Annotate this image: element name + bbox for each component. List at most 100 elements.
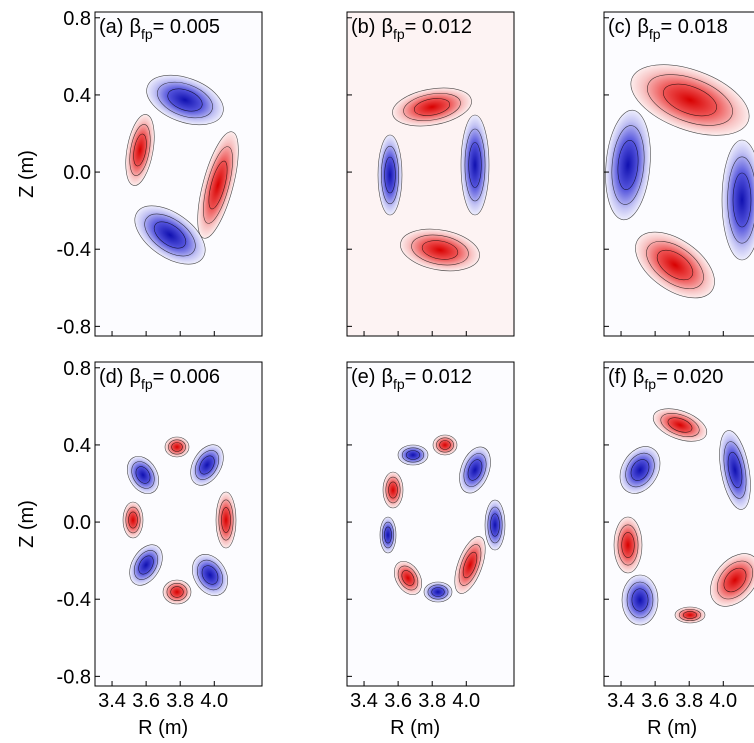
y-axis-label: Z (m): [16, 500, 38, 548]
beta-symbol: β: [129, 16, 141, 38]
contour-line: [125, 114, 155, 186]
contour-line: [190, 444, 224, 486]
contour-line: [723, 441, 747, 499]
y-tick-label: 0.4: [63, 85, 91, 107]
contour-lobe: [400, 229, 480, 271]
contour-line: [413, 98, 451, 116]
contour-line: [392, 87, 472, 127]
contour-line: [464, 128, 486, 202]
beta-symbol: β: [637, 16, 649, 38]
contour-line: [652, 408, 708, 442]
contour-line: [436, 437, 454, 453]
contour-line: [164, 436, 190, 458]
contour-lobe: [719, 430, 751, 510]
contour-line: [490, 513, 500, 537]
beta-value: = 0.020: [656, 366, 723, 388]
y-tick-label: -0.4: [57, 239, 91, 261]
contour-lobe: [127, 456, 159, 494]
contour-line: [215, 491, 237, 549]
contour-line: [667, 417, 693, 433]
contour-line: [377, 134, 403, 216]
contour-line: [397, 565, 419, 591]
contour-line: [157, 81, 213, 119]
beta-subscript: fp: [644, 376, 656, 392]
contour-line: [388, 481, 398, 499]
x-tick-label: 4.0: [452, 690, 480, 712]
contour-line: [196, 559, 224, 591]
contour-line: [727, 451, 743, 489]
contour-line: [122, 501, 144, 539]
contour-lobe: [454, 536, 486, 594]
y-tick-label: 0.4: [63, 435, 91, 457]
x-tick-label: 3.6: [132, 690, 160, 712]
y-tick-label: -0.8: [57, 316, 91, 338]
contour-line: [125, 506, 141, 534]
plot-frame: [603, 11, 754, 337]
contour-line: [727, 156, 754, 244]
beta-value: = 0.012: [405, 16, 472, 38]
x-tick-label: 4.0: [200, 690, 228, 712]
x-tick-label: 3.6: [641, 690, 669, 712]
y-tick-label: -0.8: [57, 666, 91, 688]
contour-line: [201, 565, 219, 585]
x-tick-label: 3.8: [418, 690, 446, 712]
contour-line: [630, 64, 750, 136]
contour-line: [630, 459, 650, 481]
panel-label: (b): [351, 16, 375, 38]
panel-label: (d): [99, 366, 123, 388]
contour-line: [716, 560, 754, 600]
contour-lobe: [722, 140, 754, 260]
contour-line: [146, 74, 224, 126]
panel-title: (a) βfp= 0.005: [99, 16, 220, 42]
x-axis-label: R (m): [647, 717, 697, 739]
contour-line: [379, 516, 397, 554]
contour-line: [723, 567, 747, 593]
plot-background: [95, 362, 262, 686]
contour-lobe: [620, 446, 660, 494]
y-tick-label: 0.8: [63, 358, 91, 380]
contour-lobe: [146, 75, 224, 125]
contour-line: [678, 608, 702, 622]
beta-value: = 0.005: [153, 16, 220, 38]
beta-symbol: β: [129, 366, 141, 388]
contour-lobe: [653, 408, 707, 442]
contour-line: [203, 146, 233, 224]
contour-line: [403, 92, 461, 122]
contour-line: [626, 581, 654, 619]
contour-lobe: [635, 232, 715, 298]
contour-line: [617, 140, 639, 190]
contour-line: [384, 526, 392, 544]
contour-line: [635, 231, 715, 299]
contour-line: [166, 583, 188, 601]
contour-line: [631, 588, 649, 612]
contour-line: [381, 521, 395, 549]
contour-line: [171, 442, 183, 452]
contour-line: [427, 584, 449, 600]
contour-line: [423, 581, 453, 603]
beta-symbol: β: [633, 366, 645, 388]
y-tick-label: 0.0: [63, 162, 91, 184]
plot-frame: [346, 11, 515, 337]
plot-frame: [94, 361, 263, 687]
contour-line: [162, 579, 192, 605]
contour-line: [170, 586, 184, 598]
contour-line: [660, 412, 700, 438]
contour-line: [431, 587, 445, 597]
contour-lobe: [190, 444, 224, 486]
plot-background: [95, 12, 262, 336]
beta-symbol: β: [381, 16, 393, 38]
panel-title: (e) βfp= 0.012: [351, 366, 472, 392]
contour-lobe: [630, 64, 750, 136]
y-tick-label: 0.8: [63, 8, 91, 30]
contour-line: [218, 499, 234, 541]
panel-title: (b) βfp= 0.012: [351, 16, 472, 42]
beta-subscript: fp: [141, 376, 153, 392]
beta-value: = 0.018: [661, 16, 728, 38]
panel-title: (d) βfp= 0.006: [99, 366, 220, 392]
contour-lobe: [392, 87, 472, 127]
beta-subscript: fp: [393, 26, 405, 42]
contour-line: [128, 511, 138, 529]
x-axis-label: R (m): [138, 717, 188, 739]
contour-line: [153, 221, 187, 249]
